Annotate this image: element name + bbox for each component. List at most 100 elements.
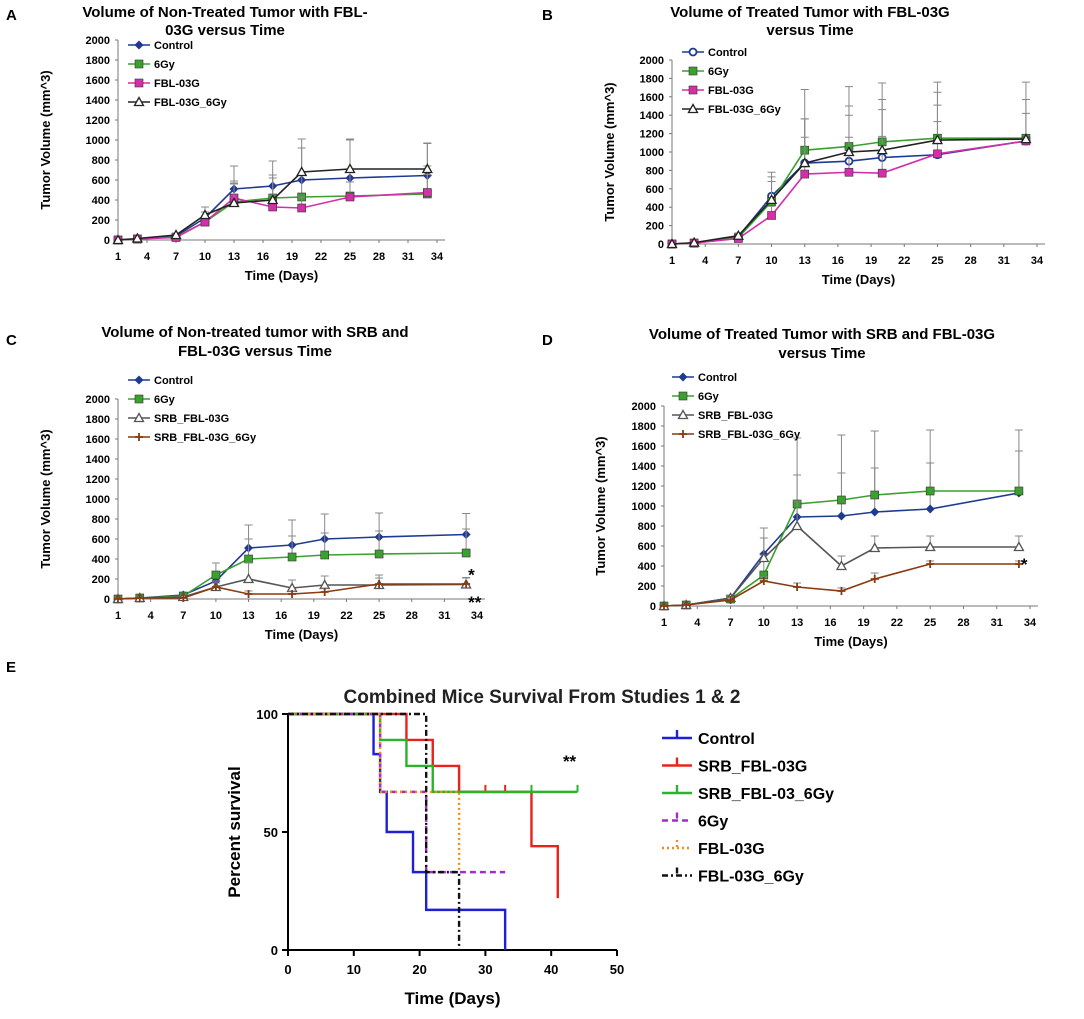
legend-label: SRB_FBL-03G xyxy=(154,413,229,425)
x-tick-label: 1 xyxy=(669,255,675,267)
data-point-b-2-6 xyxy=(877,168,887,178)
data-point-d-3-7 xyxy=(926,560,935,568)
data-point-c-1-legend xyxy=(134,394,144,404)
y-tick-label: 1600 xyxy=(86,75,110,87)
x-axis-label: Time (Days) xyxy=(814,634,887,649)
data-point-a-3-8 xyxy=(421,163,433,174)
legend-label: SRB_FBL-03G_6Gy xyxy=(698,429,801,441)
y-tick-label: 200 xyxy=(646,221,664,233)
x-tick-label: 50 xyxy=(610,962,624,977)
y-axis-label: Tumor Volume (mm^3) xyxy=(593,436,608,575)
survival-line xyxy=(288,712,506,874)
y-tick-label: 400 xyxy=(638,561,656,573)
y-tick-label: 400 xyxy=(92,554,110,566)
x-tick-label: 19 xyxy=(858,617,870,629)
legend: Control 6Gy SRB_FBL-03G SRB_FBL-03G_6Gy xyxy=(128,375,257,444)
y-tick-label: 600 xyxy=(92,175,110,187)
legend-label: 6Gy xyxy=(154,59,176,71)
chart-title-line: versus Time xyxy=(766,22,853,39)
data-point-b-2-3 xyxy=(767,211,776,220)
x-tick-label: 34 xyxy=(431,251,444,263)
y-tick-label: 0 xyxy=(104,235,110,247)
x-tick-label: 22 xyxy=(891,617,903,629)
legend-swatch xyxy=(662,757,692,767)
legend-label: 6Gy xyxy=(708,66,730,78)
data-point-d-1-5 xyxy=(837,495,846,505)
data-point-c-1-3 xyxy=(211,570,221,580)
legend-item: SRB_FBL-03G_6Gy xyxy=(672,429,801,441)
x-tick-label: 10 xyxy=(210,610,222,622)
error-bar xyxy=(926,429,935,491)
data-point-a-2-6 xyxy=(297,203,306,213)
data-point-a-2-8 xyxy=(423,188,432,197)
y-axis-label: Percent survival xyxy=(225,766,244,897)
legend-label: SRB_FBL-03G xyxy=(698,759,807,776)
legend-swatch xyxy=(662,840,692,850)
legend-item: FBL-03G xyxy=(682,85,754,97)
data-point-c-1-8 xyxy=(461,548,471,558)
data-point-a-3-7 xyxy=(344,163,356,174)
data-point-d-3-legend xyxy=(679,430,687,438)
y-tick-label: 1600 xyxy=(640,92,664,104)
legend-item: FBL-03G xyxy=(662,840,765,858)
panel-a: A Volume of Non-Treated Tumor with FBL-03… xyxy=(6,4,445,283)
data-point-a-3-3 xyxy=(199,209,211,220)
data-point-a-2-3 xyxy=(200,217,210,227)
data-point-a-1-legend xyxy=(134,59,144,69)
x-tick-label: 19 xyxy=(286,251,298,263)
survival-curve-control xyxy=(288,712,507,950)
series-srb-fbl-03g-6gy xyxy=(114,577,471,603)
y-tick-label: 800 xyxy=(92,155,110,167)
x-tick-label: 10 xyxy=(199,251,211,263)
y-tick-label: 0 xyxy=(271,943,278,958)
x-axis-label: Time (Days) xyxy=(265,627,338,642)
survival-curve-fbl-03g-6gy xyxy=(288,712,461,950)
x-tick-label: 4 xyxy=(148,610,155,622)
panel-label: D xyxy=(542,332,553,349)
y-axis-label: Tumor Volume (mm^3) xyxy=(602,82,617,221)
data-point-d-2-4 xyxy=(791,520,803,531)
legend-item: 6Gy xyxy=(682,66,730,78)
panel-label: C xyxy=(6,332,17,349)
data-point-d-0-6 xyxy=(870,507,880,517)
error-bar xyxy=(800,118,809,164)
data-point-d-3-1 xyxy=(682,601,691,609)
data-point-d-3-8 xyxy=(1014,560,1023,568)
data-point-d-3-6 xyxy=(870,575,879,583)
data-point-c-3-legend xyxy=(135,433,143,441)
x-tick-label: 16 xyxy=(824,617,836,629)
y-tick-label: 200 xyxy=(92,215,110,227)
panel-d: D Volume of Treated Tumor with SRB and FB… xyxy=(542,326,1038,649)
legend: Control 6Gy FBL-03G FBL-03G_6Gy xyxy=(128,40,228,109)
chart-title-line: Volume of Treated Tumor with FBL-03G xyxy=(670,4,949,21)
y-tick-label: 1400 xyxy=(86,454,110,466)
x-tick-label: 0 xyxy=(284,962,291,977)
data-point-a-3-legend xyxy=(133,96,145,107)
legend-label: Control xyxy=(708,47,747,59)
data-point-d-3-3 xyxy=(759,577,768,585)
legend-label: FBL-03G xyxy=(708,85,754,97)
y-tick-label: 0 xyxy=(650,601,656,613)
y-tick-label: 600 xyxy=(646,184,664,196)
y-tick-label: 800 xyxy=(92,514,110,526)
chart-title-line: Volume of Non-treated tumor with SRB and xyxy=(101,324,408,341)
x-tick-label: 1 xyxy=(115,251,121,263)
x-tick-label: 7 xyxy=(173,251,179,263)
legend-label: FBL-03G_6Gy xyxy=(698,869,804,886)
legend-item: SRB_FBL-03G xyxy=(672,409,773,422)
y-tick-label: 1000 xyxy=(640,147,664,159)
legend-label: Control xyxy=(698,731,755,748)
x-tick-label: 31 xyxy=(402,251,414,263)
x-tick-label: 25 xyxy=(344,251,356,263)
data-point-d-2-6 xyxy=(869,542,881,553)
y-tick-label: 1200 xyxy=(640,129,664,141)
x-tick-label: 13 xyxy=(242,610,254,622)
legend-item: Control xyxy=(672,372,737,384)
data-point-b-3-1 xyxy=(688,236,700,247)
legend-label: SRB_FBL-03G_6Gy xyxy=(154,432,257,444)
legend-item: SRB_FBL-03G xyxy=(662,757,807,776)
data-point-c-3-7 xyxy=(375,580,384,588)
data-point-d-0-legend xyxy=(678,372,688,382)
y-axis-label: Tumor Volume (mm^3) xyxy=(38,70,53,209)
